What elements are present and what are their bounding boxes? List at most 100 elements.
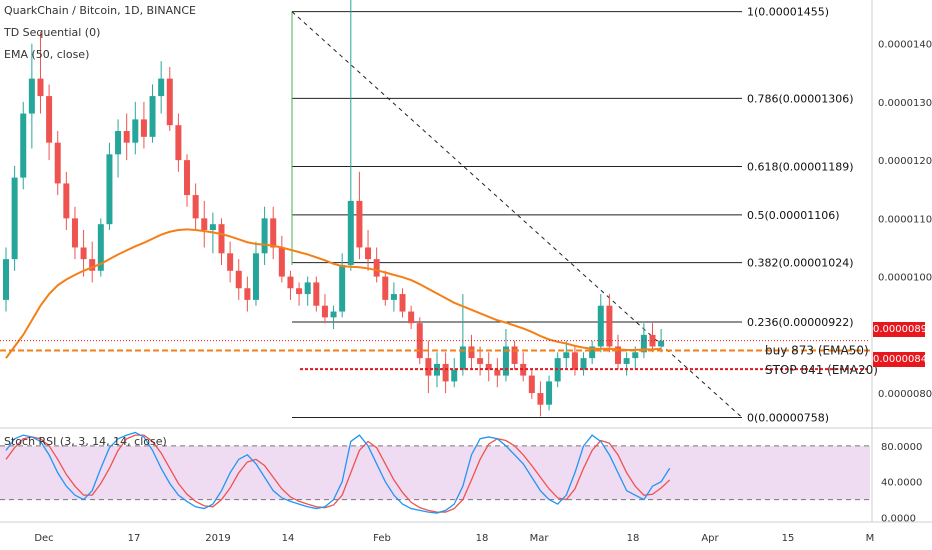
candle-body bbox=[287, 276, 294, 289]
candle-body bbox=[408, 311, 415, 324]
time-tick-label: 17 bbox=[128, 533, 141, 544]
candle-body bbox=[347, 200, 354, 265]
candle-body bbox=[11, 177, 18, 260]
candle-body bbox=[158, 78, 165, 97]
candle-body bbox=[296, 288, 303, 295]
buy-label: buy 873 (EMA50) bbox=[765, 344, 869, 358]
candle-body bbox=[589, 346, 596, 359]
stoch-tick-label: 0.0000 bbox=[881, 514, 916, 525]
fib-level-label: 0.236(0.00000922) bbox=[747, 316, 854, 329]
current-price-badge: 0.00000890 bbox=[873, 322, 932, 337]
candle-body bbox=[451, 369, 458, 382]
candle-body bbox=[494, 369, 501, 376]
candle-body bbox=[425, 358, 432, 376]
candle-body bbox=[175, 125, 182, 161]
candle-body bbox=[106, 154, 113, 225]
symbol-legend[interactable]: QuarkChain / Bitcoin, 1D, BINANCE bbox=[4, 4, 196, 17]
candle-body bbox=[597, 305, 604, 347]
time-tick-label: Dec bbox=[34, 533, 53, 544]
stop-price-badge: 0.00000841 bbox=[873, 352, 932, 367]
candle-body bbox=[580, 358, 587, 370]
stoch-d-line bbox=[5, 434, 671, 513]
time-tick-label: 2019 bbox=[205, 533, 230, 544]
time-tick-label: Feb bbox=[373, 533, 391, 544]
fib-level-label: 0.382(0.00001024) bbox=[747, 257, 854, 270]
candle-body bbox=[537, 393, 544, 405]
candle-body bbox=[442, 363, 449, 382]
candle-body bbox=[244, 288, 251, 300]
fib-level-label: 0(0.00000758) bbox=[747, 412, 829, 425]
candle-body bbox=[313, 282, 320, 306]
candle-body bbox=[563, 352, 570, 359]
price-tick-label: 0.00000800 bbox=[878, 389, 932, 400]
candle-body bbox=[140, 119, 147, 137]
candle-body bbox=[373, 259, 380, 277]
candle-body bbox=[632, 352, 639, 359]
time-tick-label: 15 bbox=[782, 533, 795, 544]
candle-body bbox=[261, 218, 268, 254]
candle-body bbox=[28, 78, 35, 114]
candle-body bbox=[382, 276, 389, 300]
candle-body bbox=[209, 224, 216, 231]
candle-body bbox=[546, 381, 553, 405]
candle-body bbox=[330, 311, 337, 318]
candle-body bbox=[399, 294, 406, 312]
candle-body bbox=[649, 334, 656, 347]
ema50-line bbox=[5, 228, 662, 359]
fib-level-label: 0.786(0.00001306) bbox=[747, 92, 854, 105]
candle-body bbox=[3, 259, 9, 300]
candle-body bbox=[80, 247, 87, 260]
candle-body bbox=[192, 195, 199, 219]
time-tick-label: 18 bbox=[476, 533, 489, 544]
ema-legend[interactable]: EMA (50, close) bbox=[4, 48, 90, 61]
fib-level-label: 0.618(0.00001189) bbox=[747, 161, 854, 174]
candle-body bbox=[184, 160, 191, 196]
candle-body bbox=[20, 113, 27, 178]
candle-body bbox=[339, 264, 346, 312]
time-tick-label: 18 bbox=[627, 533, 640, 544]
candle-body bbox=[365, 247, 372, 260]
candle-body bbox=[218, 224, 225, 254]
stoch-k-line bbox=[5, 431, 671, 514]
stoch-tick-label: 80.0000 bbox=[881, 442, 922, 453]
candle-body bbox=[89, 259, 96, 271]
stoch-rsi-legend[interactable]: Stoch RSI (3, 3, 14, 14, close) bbox=[4, 435, 167, 448]
candle-body bbox=[520, 363, 527, 376]
annotations: buy 873 (EMA50) STOP 841 (EMA20) bbox=[0, 340, 878, 377]
stop-label: STOP 841 (EMA20) bbox=[765, 363, 878, 377]
candle-body bbox=[63, 183, 70, 219]
candle-body bbox=[416, 323, 423, 359]
stoch-tick-label: 40.0000 bbox=[881, 478, 922, 489]
grid-lines bbox=[0, 0, 932, 523]
candle-body bbox=[511, 346, 518, 364]
candle-body bbox=[615, 346, 622, 364]
candle-body bbox=[46, 96, 53, 143]
candle-body bbox=[623, 358, 630, 364]
candle-body bbox=[54, 142, 61, 184]
td-sequential-legend[interactable]: TD Sequential (0) bbox=[4, 26, 101, 39]
candle-body bbox=[235, 270, 242, 289]
candle-body bbox=[658, 340, 665, 347]
candle-body bbox=[166, 78, 173, 126]
ema-line bbox=[5, 228, 662, 359]
candle-body bbox=[502, 346, 509, 376]
candle-body bbox=[468, 346, 475, 359]
candle-body bbox=[132, 119, 139, 143]
candle-body bbox=[97, 224, 104, 271]
candle-body bbox=[321, 305, 328, 318]
candle-body bbox=[528, 375, 535, 394]
candle-body bbox=[37, 78, 44, 97]
candle-body bbox=[270, 218, 277, 248]
candle-body bbox=[477, 358, 484, 364]
candle-body bbox=[149, 96, 156, 137]
fib-retracement[interactable]: 1(0.00001455) 0.786(0.00001306) 0.618(0.00… bbox=[291, 6, 854, 425]
candle-body bbox=[201, 218, 208, 231]
candle-body bbox=[123, 131, 130, 143]
fib-level-label: 0.5(0.00001106) bbox=[747, 209, 840, 222]
